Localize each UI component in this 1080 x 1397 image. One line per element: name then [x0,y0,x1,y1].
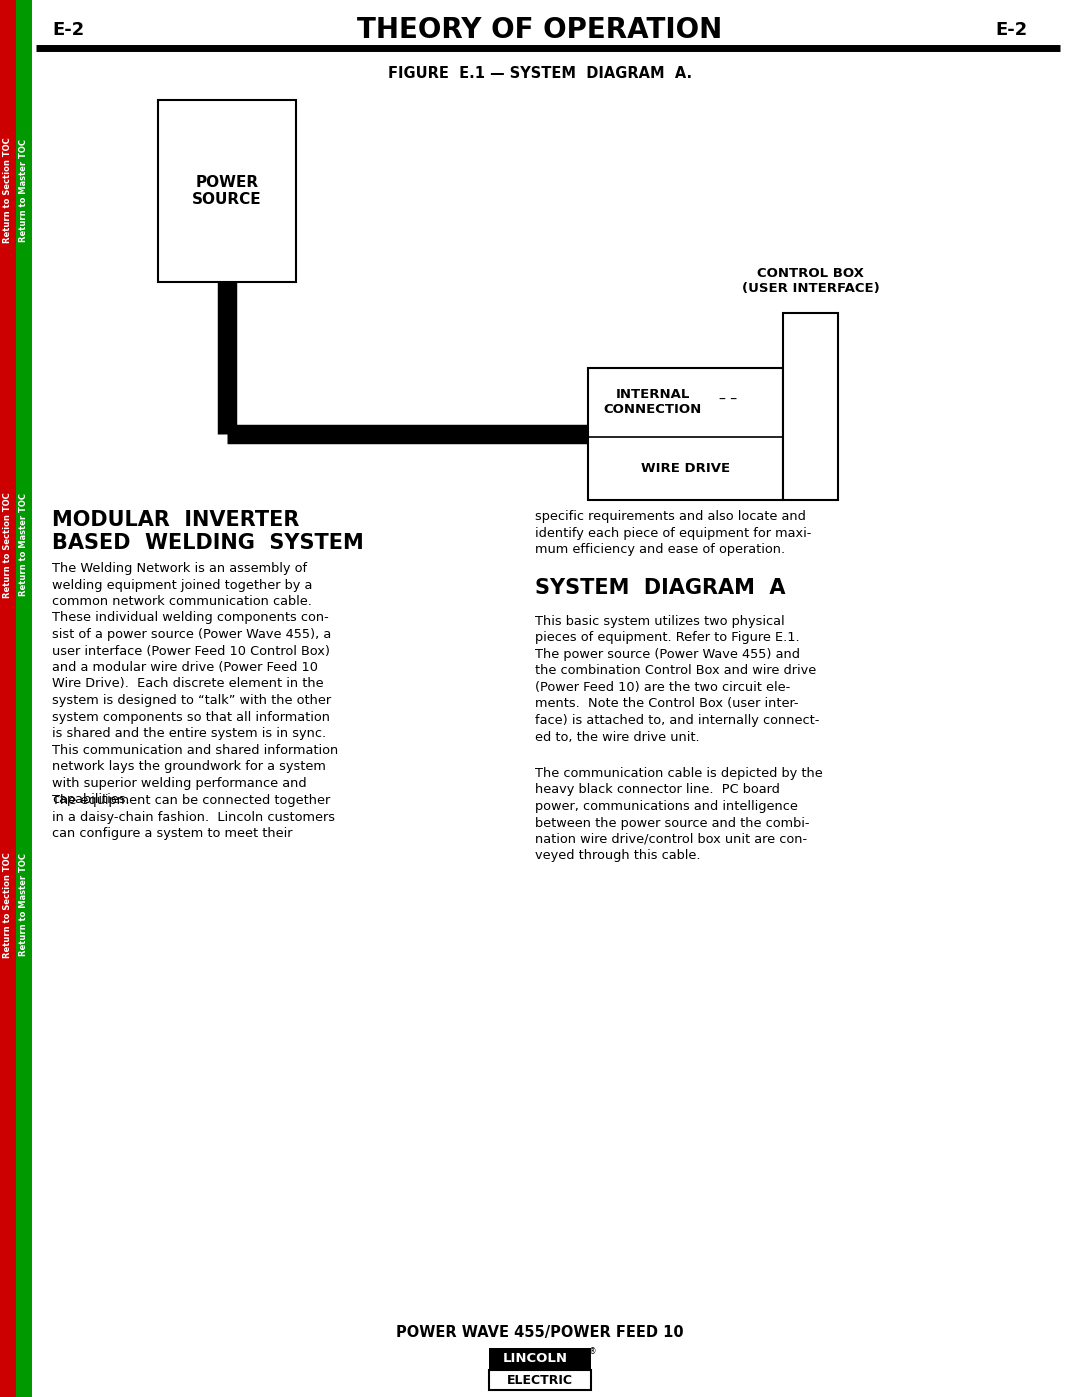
Text: Return to Master TOC: Return to Master TOC [19,854,28,957]
Text: INTERNAL
CONNECTION: INTERNAL CONNECTION [604,388,702,416]
Text: CONTROL BOX
(USER INTERFACE): CONTROL BOX (USER INTERFACE) [742,267,879,295]
Text: POWER WAVE 455/POWER FEED 10: POWER WAVE 455/POWER FEED 10 [396,1326,684,1341]
Bar [489,1348,591,1370]
Text: ELECTRIC: ELECTRIC [507,1373,573,1386]
Text: Return to Section TOC: Return to Section TOC [3,137,13,243]
Bar [16,0,32,1397]
Text: FIGURE  E.1 — SYSTEM  DIAGRAM  A.: FIGURE E.1 — SYSTEM DIAGRAM A. [388,67,692,81]
Text: MODULAR  INVERTER
BASED  WELDING  SYSTEM: MODULAR INVERTER BASED WELDING SYSTEM [52,510,364,553]
Text: Return to Master TOC: Return to Master TOC [19,138,28,242]
Text: This basic system utilizes two physical
pieces of equipment. Refer to Figure E.1: This basic system utilizes two physical … [535,615,820,743]
Text: specific requirements and also locate and
identify each piece of equipment for m: specific requirements and also locate an… [535,510,811,556]
Text: – –: – – [719,393,737,407]
Text: SYSTEM  DIAGRAM  A: SYSTEM DIAGRAM A [535,578,785,598]
Text: Return to Section TOC: Return to Section TOC [3,492,13,598]
Text: ®: ® [589,1348,596,1356]
Text: Return to Master TOC: Return to Master TOC [19,493,28,597]
Text: WIRE DRIVE: WIRE DRIVE [640,462,730,475]
Text: LINCOLN: LINCOLN [502,1352,567,1365]
Text: The Welding Network is an assembly of
welding equipment joined together by a
com: The Welding Network is an assembly of we… [52,562,338,806]
Bar [588,367,783,500]
Bar [158,101,296,282]
Text: The communication cable is depicted by the
heavy black connector line.  PC board: The communication cable is depicted by t… [535,767,823,862]
Text: POWER
SOURCE: POWER SOURCE [192,175,261,207]
Bar [489,1370,591,1390]
Text: The equipment can be connected together
in a daisy-chain fashion.  Lincoln custo: The equipment can be connected together … [52,793,335,840]
Text: Return to Section TOC: Return to Section TOC [3,852,13,958]
Bar [0,0,16,1397]
Text: THEORY OF OPERATION: THEORY OF OPERATION [357,15,723,43]
Text: E-2: E-2 [52,21,84,39]
Text: E-2: E-2 [996,21,1028,39]
Bar [783,313,838,500]
